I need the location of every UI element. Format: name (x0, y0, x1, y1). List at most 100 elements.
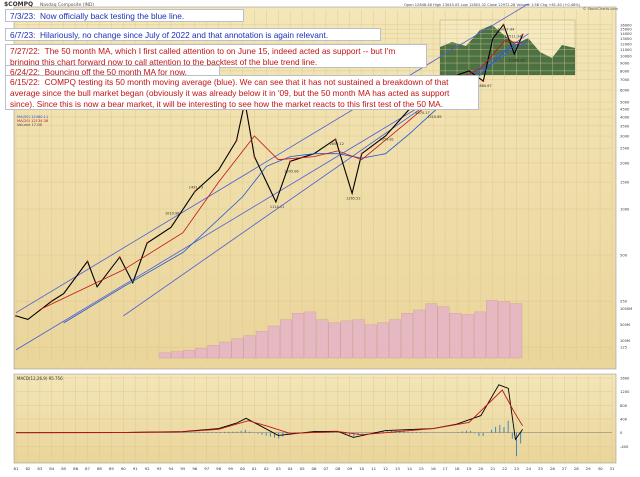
x-tick-label: 97 (204, 466, 209, 471)
x-tick-label: 82 (25, 466, 30, 471)
macd-histogram-bar (504, 427, 505, 433)
volume-bar (171, 352, 183, 358)
volume-bar (183, 350, 195, 358)
price-label: 1010.98 (165, 211, 179, 215)
macd-histogram-bar (241, 431, 242, 433)
volume-bar (244, 336, 256, 358)
volume-bar (292, 313, 304, 358)
macd-histogram-bar (237, 432, 238, 433)
volume-bar (159, 353, 171, 358)
x-tick-label: 95 (180, 466, 185, 471)
volume-bar (317, 320, 329, 358)
y-tick-label: 2000 (620, 161, 630, 165)
volume-bar (353, 320, 365, 358)
macd-tick-label: 800 (620, 404, 628, 408)
annotation-6-15-22: 6/15/22: COMPQ testing its 50 month movi… (5, 75, 479, 110)
volume-bar (389, 320, 401, 358)
volume-bar (304, 312, 316, 358)
x-tick-label: 85 (61, 466, 66, 471)
x-tick-label: 13 (395, 466, 400, 471)
volume-bar (329, 323, 341, 358)
price-point (361, 153, 363, 155)
price-label: 1491.73 (189, 185, 203, 189)
y-tick-label: 1000 (620, 208, 630, 212)
x-tick-label: 26 (550, 466, 555, 471)
price-point (51, 300, 53, 302)
volume-bar (195, 348, 207, 358)
macd-histogram-bar (512, 433, 513, 439)
annotation-6-7-23: 6/7/23: Hilariously, no change since Jul… (5, 28, 381, 41)
annotation-text: 7/3/23: Now officially back testing the … (10, 11, 239, 22)
x-tick-label: 06 (312, 466, 317, 471)
macd-histogram-bar (474, 433, 475, 434)
price-label: 4310.65 (427, 115, 441, 119)
volume-bar (365, 325, 377, 358)
macd-histogram-bar (257, 433, 258, 434)
volume-bar (377, 323, 389, 358)
volume-bar (498, 302, 510, 358)
x-tick-label: 19 (466, 466, 471, 471)
macd-histogram-bar (416, 432, 417, 433)
price-point (503, 24, 505, 26)
x-tick-label: 14 (407, 466, 412, 471)
x-tick-label: 21 (490, 466, 495, 471)
x-tick-label: 00 (240, 466, 245, 471)
y-tick-label: 4500 (620, 108, 630, 112)
macd-histogram-bar (220, 432, 221, 433)
y-tick-label: 3500 (620, 124, 630, 128)
volume-bar (474, 312, 486, 358)
volume-bar (401, 313, 413, 358)
price-label: 1114.11 (270, 205, 284, 209)
x-tick-label: 87 (85, 466, 90, 471)
macd-histogram-bar (495, 427, 496, 433)
x-tick-label: 30 (598, 466, 603, 471)
y-tick-label: 3000 (620, 135, 630, 139)
volume-bar (450, 313, 462, 358)
macd-histogram-bar (508, 421, 509, 433)
price-label: 2859.12 (329, 142, 343, 146)
macd-histogram-bar (245, 430, 246, 433)
price-point (15, 315, 17, 317)
x-tick-label: 90 (121, 466, 126, 471)
x-tick-label: 83 (37, 466, 42, 471)
x-tick-label: 94 (168, 466, 173, 471)
price-point (482, 80, 484, 82)
y-tick-label: 10000 (620, 55, 632, 59)
x-tick-label: 15 (419, 466, 424, 471)
x-tick-label: 16 (431, 466, 436, 471)
volume-tick-label: 1000M (620, 307, 632, 311)
macd-tick-label: 1600 (620, 377, 630, 381)
macd-histogram-bar (412, 432, 413, 433)
volume-tick-label: 500M (620, 323, 630, 327)
macd-histogram-bar (470, 431, 471, 433)
macd-histogram-bar (516, 433, 517, 457)
x-tick-label: 02 (264, 466, 269, 471)
chart-quote: Open 12848.48 High 13045.05 Low 12802.32… (404, 3, 581, 7)
legend-volume: Volume 17.0B (17, 123, 43, 127)
volume-bar (220, 342, 232, 358)
price-label: 1895.06 (284, 170, 298, 174)
x-tick-label: 27 (562, 466, 567, 471)
volume-bar (232, 339, 244, 358)
price-point (522, 34, 524, 36)
x-tick-label: 23 (514, 466, 519, 471)
x-tick-label: 93 (157, 466, 162, 471)
x-tick-label: 11 (371, 466, 376, 471)
y-tick-label: 1500 (620, 181, 630, 185)
x-tick-label: 08 (335, 466, 340, 471)
x-tick-label: 28 (574, 466, 579, 471)
x-tick-label: 24 (526, 466, 531, 471)
macd-histogram-bar (211, 432, 212, 433)
y-tick-label: 500 (620, 254, 628, 258)
x-tick-label: 86 (73, 466, 78, 471)
chart-symbol: $COMPQ (4, 1, 33, 8)
x-tick-label: 29 (586, 466, 591, 471)
macd-histogram-bar (270, 433, 271, 437)
macd-histogram-bar (520, 433, 521, 444)
chart-source: © StockCharts.com (583, 7, 619, 11)
price-point (146, 242, 148, 244)
x-tick-label: 17 (443, 466, 448, 471)
macd-histogram-bar (232, 432, 233, 433)
macd-histogram-bar (224, 432, 225, 433)
annotation-line-1: 6/15/22: COMPQ testing its 50 month movi… (10, 77, 474, 88)
